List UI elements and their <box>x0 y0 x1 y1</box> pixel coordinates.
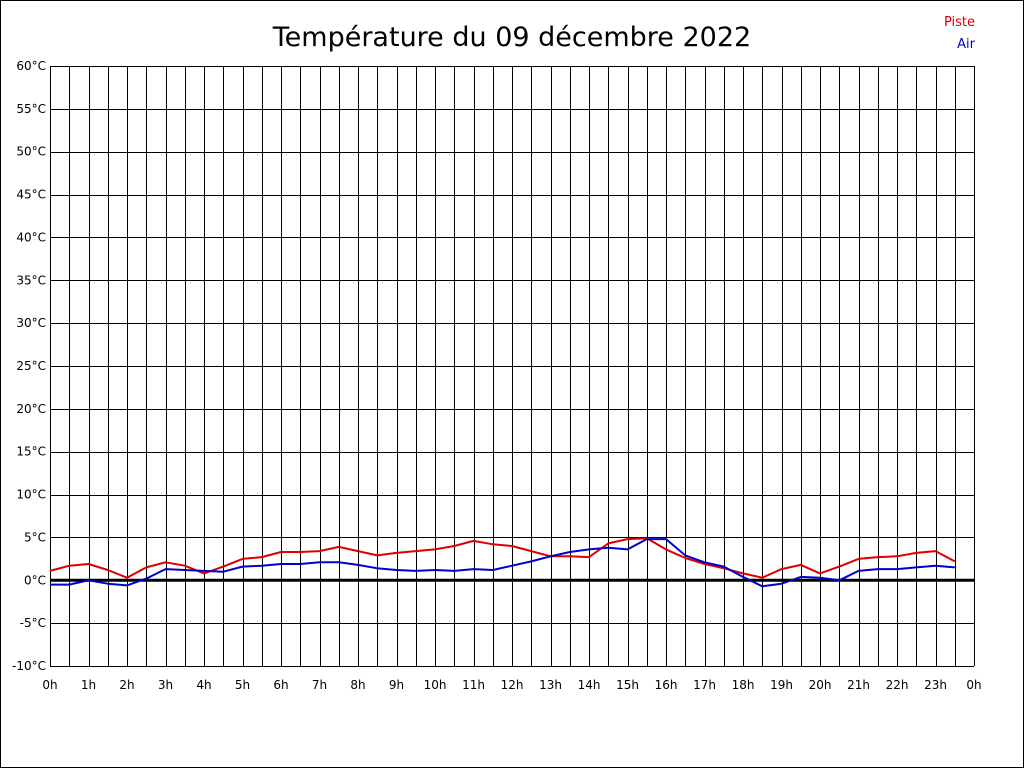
x-tick-label: 0h <box>966 678 981 692</box>
y-tick-label: 55°C <box>16 102 46 116</box>
x-tick-label: 7h <box>312 678 327 692</box>
y-axis-labels: -10°C -5°C 0°C 5°C 10°C 15°C 20°C 25°C 30°C 35°C 4… <box>12 59 46 673</box>
x-tick-label: 13h <box>539 678 562 692</box>
x-tick-label: 9h <box>389 678 404 692</box>
y-tick-label: 60°C <box>16 59 46 73</box>
x-tick-label: 20h <box>809 678 832 692</box>
y-tick-label: 20°C <box>16 402 46 416</box>
x-tick-label: 10h <box>424 678 447 692</box>
x-tick-label: 16h <box>655 678 678 692</box>
y-tick-label: 10°C <box>16 488 46 502</box>
x-tick-label: 8h <box>350 678 365 692</box>
series-lines <box>49 537 956 588</box>
x-tick-label: 2h <box>119 678 134 692</box>
x-tick-label: 19h <box>770 678 793 692</box>
x-tick-label: 3h <box>158 678 173 692</box>
x-tick-label: 0h <box>42 678 57 692</box>
y-tick-label: 5°C <box>24 530 46 544</box>
x-tick-label: 12h <box>501 678 524 692</box>
x-tick-label: 5h <box>235 678 250 692</box>
x-tick-label: 22h <box>886 678 909 692</box>
x-tick-label: 1h <box>81 678 96 692</box>
series-line-piste <box>49 537 956 579</box>
x-tick-label: 18h <box>732 678 755 692</box>
y-tick-label: -10°C <box>12 659 46 673</box>
x-tick-label: 23h <box>924 678 947 692</box>
legend-entry-air: Air <box>957 37 976 52</box>
series-line-air <box>50 538 955 588</box>
y-tick-label: 35°C <box>16 273 46 287</box>
x-tick-label: 14h <box>578 678 601 692</box>
grid-lines <box>50 66 975 667</box>
y-tick-label: 25°C <box>16 359 46 373</box>
y-tick-label: 50°C <box>16 145 46 159</box>
x-tick-label: 11h <box>462 678 485 692</box>
chart-title: Température du 09 décembre 2022 <box>272 22 751 53</box>
y-tick-label: 0°C <box>24 573 46 587</box>
x-tick-label: 4h <box>196 678 211 692</box>
y-tick-label: 30°C <box>16 316 46 330</box>
x-tick-label: 6h <box>273 678 288 692</box>
y-tick-label: 15°C <box>16 445 46 459</box>
y-tick-label: 45°C <box>16 188 46 202</box>
y-tick-label: 40°C <box>16 230 46 244</box>
x-tick-label: 17h <box>693 678 716 692</box>
y-tick-label: -5°C <box>20 616 46 630</box>
x-tick-label: 21h <box>847 678 870 692</box>
x-axis-labels: 0h 1h 2h 3h 4h 5h 6h 7h 8h 9h 10h 11h 12h 13h 14h 15h 16… <box>42 678 981 692</box>
legend: Piste Air <box>944 15 976 52</box>
legend-entry-piste: Piste <box>944 15 975 30</box>
x-tick-label: 15h <box>616 678 639 692</box>
